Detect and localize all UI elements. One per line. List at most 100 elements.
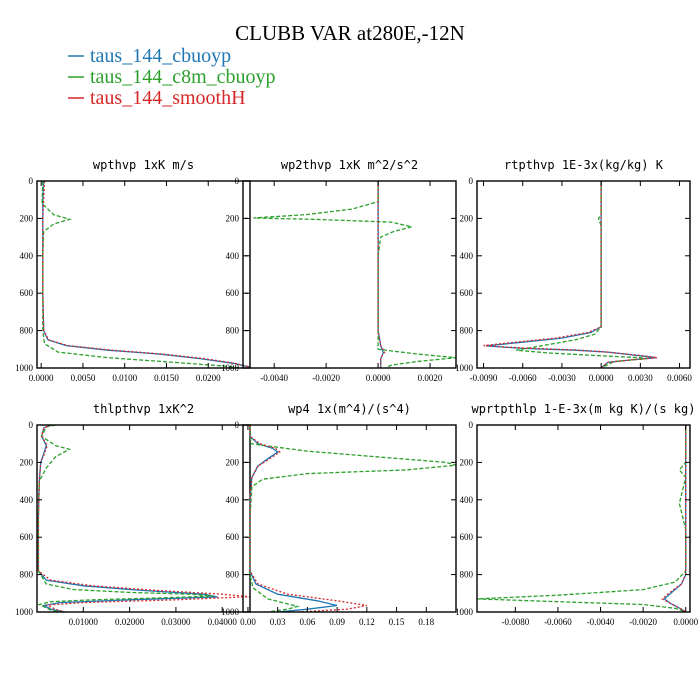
series-line	[249, 425, 456, 612]
x-tick-label: 0.0150	[154, 373, 179, 383]
x-tick-label: 0.09	[329, 617, 345, 627]
x-tick-label: 0.02000	[115, 617, 145, 627]
x-tick-label: 0.12	[359, 617, 375, 627]
x-tick-label: 0.0000	[29, 373, 54, 383]
y-tick-label: 1000	[455, 363, 474, 373]
y-tick-label: 400	[20, 251, 34, 261]
figure-title: CLUBB VAR at280E,-12N	[235, 21, 465, 45]
chart-panel: wp2thvp 1xK m^2/s^2 0 200 400 600 800 1000 -0.0…	[221, 158, 457, 383]
series-line	[41, 181, 242, 368]
x-tick-label: 0.03	[270, 617, 286, 627]
y-tick-label: 600	[20, 532, 34, 542]
y-tick-label: 0	[29, 176, 34, 186]
y-tick-label: 600	[460, 532, 474, 542]
panel-title: wpthvp 1xK m/s	[93, 158, 194, 172]
y-tick-label: 400	[460, 495, 474, 505]
series-line	[37, 425, 250, 612]
x-tick-label: 0.15	[389, 617, 405, 627]
x-tick-label: 0.0050	[71, 373, 96, 383]
y-tick-label: 400	[460, 251, 474, 261]
series-line	[377, 181, 385, 368]
x-tick-label: -0.0080	[501, 617, 529, 627]
x-tick-label: -0.0020	[312, 373, 340, 383]
y-tick-label: 1000	[221, 607, 240, 617]
x-tick-label: 0.18	[418, 617, 434, 627]
y-tick-label: 400	[20, 495, 34, 505]
x-tick-label: 0.0030	[628, 373, 653, 383]
y-tick-label: 800	[226, 326, 240, 336]
y-tick-label: 400	[226, 251, 240, 261]
y-tick-label: 600	[460, 288, 474, 298]
series-line	[377, 181, 386, 368]
x-tick-label: -0.0090	[470, 373, 498, 383]
x-tick-label: 0.03000	[161, 617, 191, 627]
legend: taus_144_cbuoyptaus_144_c8m_cbuoyptaus_1…	[68, 45, 276, 109]
x-tick-label: 0.0000	[366, 373, 391, 383]
x-tick-label: -0.0040	[587, 617, 615, 627]
y-tick-label: 600	[226, 532, 240, 542]
y-tick-label: 800	[460, 326, 474, 336]
legend-label: taus_144_c8m_cbuoyp	[90, 66, 276, 88]
chart-panel: thlpthvp 1xK^2 0 200 400 600 800 1000 0.01000 0.…	[15, 402, 251, 627]
y-tick-label: 200	[460, 457, 474, 467]
y-tick-label: 600	[226, 288, 240, 298]
x-tick-label: 0.0020	[418, 373, 443, 383]
series-line	[37, 425, 214, 612]
y-tick-label: 400	[226, 495, 240, 505]
panel-title: wprtpthlp 1-E-3x(m kg K)/(s kg)	[472, 402, 696, 416]
series-line	[483, 181, 658, 368]
y-tick-label: 0	[235, 176, 240, 186]
y-tick-label: 200	[226, 213, 240, 223]
chart-panel: rtpthvp 1E-3x(kg/kg) K02004006008001000-…	[455, 158, 692, 383]
plot-frame	[476, 424, 691, 613]
y-tick-label: 1000	[15, 607, 34, 617]
x-tick-label: -0.0060	[544, 617, 572, 627]
chart-panel: wprtpthlp 1-E-3x(m kg K)/(s kg) 0 200 400 60…	[455, 402, 699, 627]
y-tick-label: 200	[20, 213, 34, 223]
series-line	[477, 425, 687, 612]
y-tick-label: 1000	[15, 363, 34, 373]
x-tick-label: -0.0020	[629, 617, 657, 627]
plot-frame	[476, 180, 691, 369]
y-tick-label: 1000	[455, 607, 474, 617]
x-tick-label: 0.0100	[112, 373, 137, 383]
y-tick-label: 200	[226, 457, 240, 467]
y-tick-label: 800	[226, 570, 240, 580]
series-line	[42, 181, 250, 368]
y-tick-label: 200	[460, 213, 474, 223]
x-tick-label: -0.0040	[260, 373, 288, 383]
x-tick-label: 0.06	[300, 617, 316, 627]
legend-label: taus_144_cbuoyp	[90, 45, 231, 67]
panel-title: wp2thvp 1xK m^2/s^2	[281, 158, 418, 172]
series-line	[42, 181, 250, 368]
y-tick-label: 800	[20, 570, 34, 580]
y-tick-label: 0	[29, 420, 34, 430]
series-line	[37, 425, 218, 612]
x-tick-label: 0.0200	[196, 373, 221, 383]
y-tick-label: 0	[469, 420, 474, 430]
legend-label: taus_144_smoothH	[90, 87, 246, 109]
panel-title: thlpthvp 1xK^2	[93, 402, 194, 416]
x-tick-label: 0.04000	[208, 617, 238, 627]
y-tick-label: 0	[235, 420, 240, 430]
y-tick-label: 800	[460, 570, 474, 580]
x-tick-label: 0.0060	[667, 373, 692, 383]
y-tick-label: 0	[469, 176, 474, 186]
x-tick-label: -0.0030	[548, 373, 576, 383]
series-line	[516, 181, 647, 368]
panel-title: wp4 1x(m^4)/(s^4)	[288, 402, 411, 416]
x-tick-label: 0.00	[240, 617, 256, 627]
plot-frame	[242, 180, 457, 369]
y-tick-label: 1000	[221, 363, 240, 373]
panel-title: rtpthvp 1E-3x(kg/kg) K	[504, 158, 664, 172]
x-tick-label: 0.0000	[589, 373, 614, 383]
series-line	[249, 425, 367, 612]
series-line	[253, 181, 456, 368]
x-tick-label: -0.0060	[509, 373, 537, 383]
x-tick-label: 0.01000	[69, 617, 99, 627]
series-line	[661, 425, 687, 612]
